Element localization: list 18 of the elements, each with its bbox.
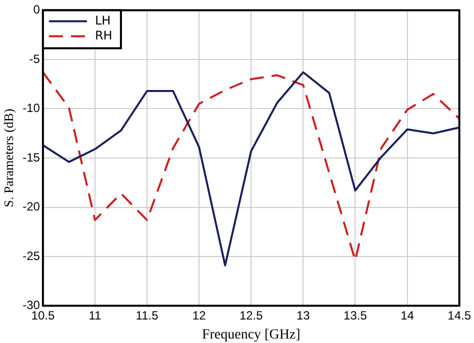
x-tick-label: 11 <box>88 308 102 322</box>
x-tick-label: 12.5 <box>239 308 264 322</box>
x-tick-label: 13 <box>296 308 310 322</box>
x-tick-label: 13.5 <box>344 308 368 322</box>
x-axis-title: Frequency [GHz] <box>202 327 300 342</box>
y-tick-label: -10 <box>22 101 40 116</box>
x-tick-label: 12 <box>192 308 206 322</box>
y-tick-label: 0 <box>33 2 40 17</box>
x-tick-label: 14 <box>400 308 414 322</box>
legend-label: LH <box>94 13 111 28</box>
y-tick-label: -20 <box>22 200 40 214</box>
y-tick-label: -5 <box>29 52 40 66</box>
legend-label: RH <box>94 28 112 42</box>
y-tick-label: -15 <box>22 150 40 164</box>
y-axis-title: S. Parameters (dB) <box>1 108 16 208</box>
x-tick-label: 14.5 <box>448 308 472 322</box>
y-tick-label: -25 <box>22 248 40 263</box>
x-tick-label: 11.5 <box>136 308 159 322</box>
